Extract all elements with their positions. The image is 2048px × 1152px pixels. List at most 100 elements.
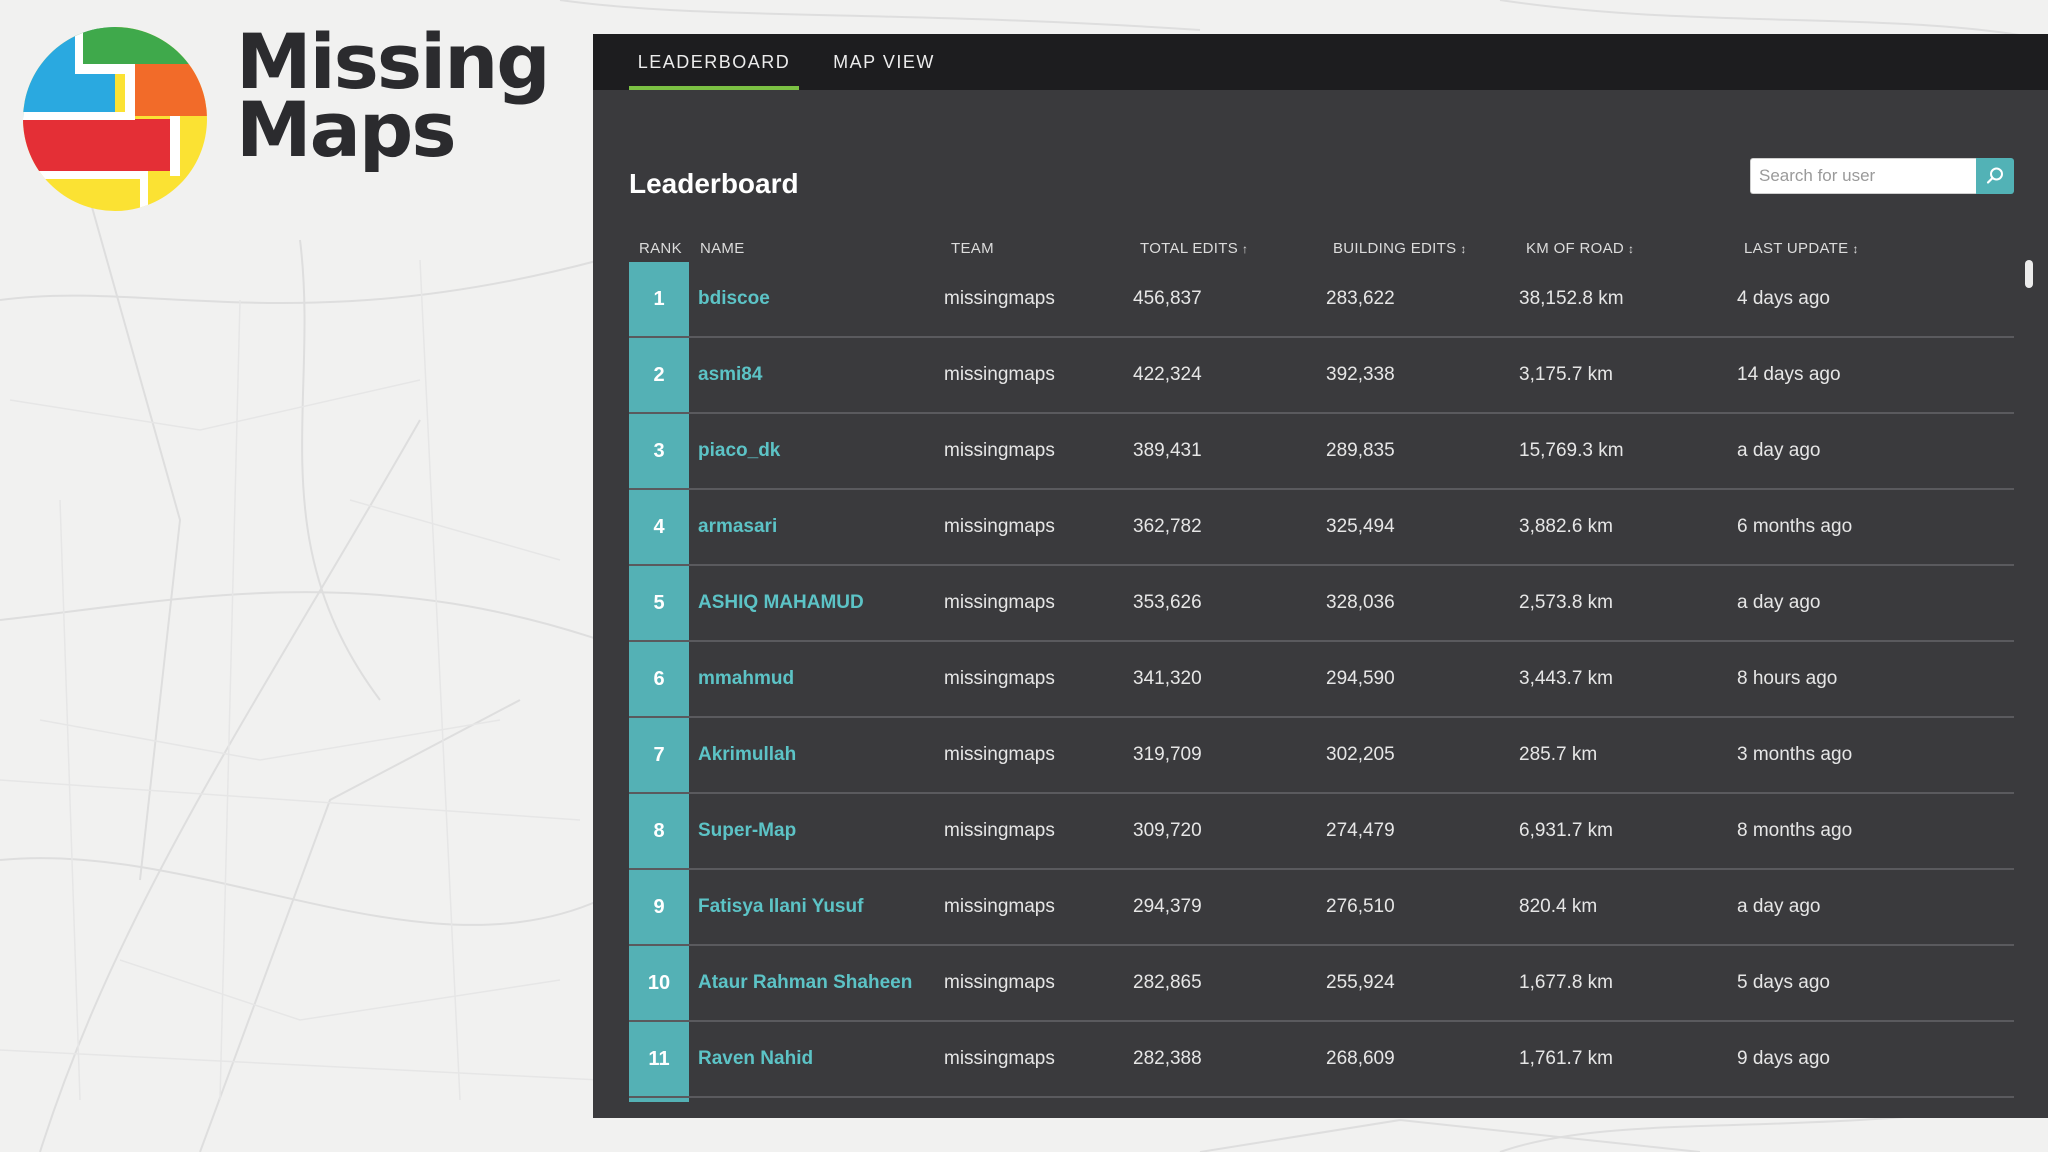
column-header-name: NAME [700, 240, 745, 257]
search-button[interactable] [1976, 158, 2014, 194]
table-row: 1 bdiscoe missingmaps 456,837 283,622 38… [629, 262, 2014, 338]
km-of-road-cell: 38,152.8 km [1519, 288, 1624, 309]
team-cell: missingmaps [944, 668, 1055, 689]
last-update-cell: 14 days ago [1737, 364, 1841, 385]
building-edits-cell: 325,494 [1326, 516, 1395, 537]
total-edits-cell: 456,837 [1133, 288, 1202, 309]
last-update-cell: 8 hours ago [1737, 668, 1838, 689]
user-name-link[interactable]: Ataur Rahman Shaheen [698, 972, 913, 993]
last-update-cell: a day ago [1737, 440, 1821, 461]
search-input[interactable] [1750, 158, 1985, 194]
km-of-road-cell: 2,573.8 km [1519, 592, 1613, 613]
team-cell: missingmaps [944, 440, 1055, 461]
rank-column-band [629, 262, 689, 1102]
column-header-last-update[interactable]: LAST UPDATE ↕ [1744, 240, 1859, 257]
rank-cell: 4 [653, 516, 665, 538]
building-edits-cell: 302,205 [1326, 744, 1395, 765]
total-edits-cell: 282,388 [1133, 1048, 1202, 1069]
total-edits-cell: 353,626 [1133, 592, 1202, 613]
km-of-road-cell: 1,677.8 km [1519, 972, 1613, 993]
user-name-link[interactable]: Raven Nahid [698, 1048, 814, 1069]
km-of-road-cell: 6,931.7 km [1519, 820, 1613, 841]
column-header-total-edits[interactable]: TOTAL EDITS ↑ [1140, 240, 1248, 257]
rank-cell: 3 [653, 440, 665, 462]
table-row: 8 Super-Map missingmaps 309,720 274,479 … [629, 794, 2014, 870]
column-header-km-of-road[interactable]: KM OF ROAD ↕ [1526, 240, 1634, 257]
leaderboard-panel: LEADERBOARD MAP VIEW Leaderboard RANK NA… [593, 34, 2048, 1118]
sort-icon: ↕ [1460, 242, 1467, 256]
table-row: 10 Ataur Rahman Shaheen missingmaps 282,… [629, 946, 2014, 1022]
leaderboard-table-body: 1 bdiscoe missingmaps 456,837 283,622 38… [629, 262, 2014, 1098]
last-update-cell: 9 days ago [1737, 1048, 1830, 1069]
team-cell: missingmaps [944, 288, 1055, 309]
search-icon [1986, 167, 2003, 184]
user-name-link[interactable]: Fatisya Ilani Yusuf [698, 896, 864, 917]
team-cell: missingmaps [944, 516, 1055, 537]
building-edits-cell: 294,590 [1326, 668, 1395, 689]
table-row: 11 Raven Nahid missingmaps 282,388 268,6… [629, 1022, 2014, 1098]
column-header-km-of-road-label: KM OF ROAD [1526, 240, 1625, 257]
scrollbar-thumb[interactable] [2025, 260, 2033, 288]
column-header-building-edits-label: BUILDING EDITS [1333, 240, 1457, 257]
rank-cell: 6 [653, 668, 665, 690]
team-cell: missingmaps [944, 1048, 1055, 1069]
table-row: 9 Fatisya Ilani Yusuf missingmaps 294,37… [629, 870, 2014, 946]
user-name-link[interactable]: Akrimullah [698, 744, 797, 765]
table-row: 3 piaco_dk missingmaps 389,431 289,835 1… [629, 414, 2014, 490]
column-header-total-edits-label: TOTAL EDITS [1140, 240, 1239, 257]
column-header-team: TEAM [951, 240, 994, 257]
km-of-road-cell: 15,769.3 km [1519, 440, 1624, 461]
km-of-road-cell: 3,443.7 km [1519, 668, 1613, 689]
tab-map-view[interactable]: MAP VIEW [833, 52, 935, 72]
building-edits-cell: 276,510 [1326, 896, 1395, 917]
team-cell: missingmaps [944, 972, 1055, 993]
building-edits-cell: 283,622 [1326, 288, 1395, 309]
column-header-last-update-label: LAST UPDATE [1744, 240, 1849, 257]
user-name-link[interactable]: armasari [698, 516, 778, 537]
last-update-cell: 3 months ago [1737, 744, 1853, 765]
page-title: Leaderboard [629, 168, 799, 199]
table-row: 6 mmahmud missingmaps 341,320 294,590 3,… [629, 642, 2014, 718]
rank-cell: 8 [653, 820, 665, 842]
rank-cell: 1 [653, 288, 665, 310]
total-edits-cell: 319,709 [1133, 744, 1202, 765]
total-edits-cell: 389,431 [1133, 440, 1202, 461]
rank-cell: 7 [653, 744, 665, 766]
missing-maps-logo: Missing Maps [20, 24, 551, 214]
total-edits-cell: 341,320 [1133, 668, 1202, 689]
team-cell: missingmaps [944, 364, 1055, 385]
km-of-road-cell: 285.7 km [1519, 744, 1598, 765]
logo-line-2: Maps [236, 85, 457, 174]
building-edits-cell: 328,036 [1326, 592, 1395, 613]
user-name-link[interactable]: bdiscoe [698, 288, 770, 309]
last-update-cell: 5 days ago [1737, 972, 1830, 993]
logo-line-1: Missing [236, 17, 551, 106]
table-row: 2 asmi84 missingmaps 422,324 392,338 3,1… [629, 338, 2014, 414]
user-search [1750, 158, 2014, 196]
building-edits-cell: 392,338 [1326, 364, 1395, 385]
building-edits-cell: 255,924 [1326, 972, 1395, 993]
table-row: 5 ASHIQ MAHAMUD missingmaps 353,626 328,… [629, 566, 2014, 642]
column-header-rank: RANK [639, 240, 682, 257]
building-edits-cell: 289,835 [1326, 440, 1395, 461]
rank-cell: 10 [647, 972, 671, 994]
user-name-link[interactable]: ASHIQ MAHAMUD [698, 592, 864, 613]
tab-leaderboard[interactable]: LEADERBOARD [629, 34, 799, 90]
last-update-cell: 8 months ago [1737, 820, 1853, 841]
user-name-link[interactable]: Super-Map [698, 820, 797, 841]
column-header-building-edits[interactable]: BUILDING EDITS ↕ [1333, 240, 1467, 257]
last-update-cell: 6 months ago [1737, 516, 1853, 537]
last-update-cell: a day ago [1737, 592, 1821, 613]
rank-cell: 5 [653, 592, 665, 614]
building-edits-cell: 274,479 [1326, 820, 1395, 841]
km-of-road-cell: 3,175.7 km [1519, 364, 1613, 385]
total-edits-cell: 282,865 [1133, 972, 1202, 993]
user-name-link[interactable]: piaco_dk [698, 440, 781, 461]
building-edits-cell: 268,609 [1326, 1048, 1395, 1069]
user-name-link[interactable]: mmahmud [698, 668, 795, 689]
table-row: 7 Akrimullah missingmaps 319,709 302,205… [629, 718, 2014, 794]
rank-cell: 9 [653, 896, 665, 918]
user-name-link[interactable]: asmi84 [698, 364, 763, 385]
logo-wordmark: Missing Maps [236, 17, 551, 174]
logo-mark-icon [23, 27, 207, 211]
